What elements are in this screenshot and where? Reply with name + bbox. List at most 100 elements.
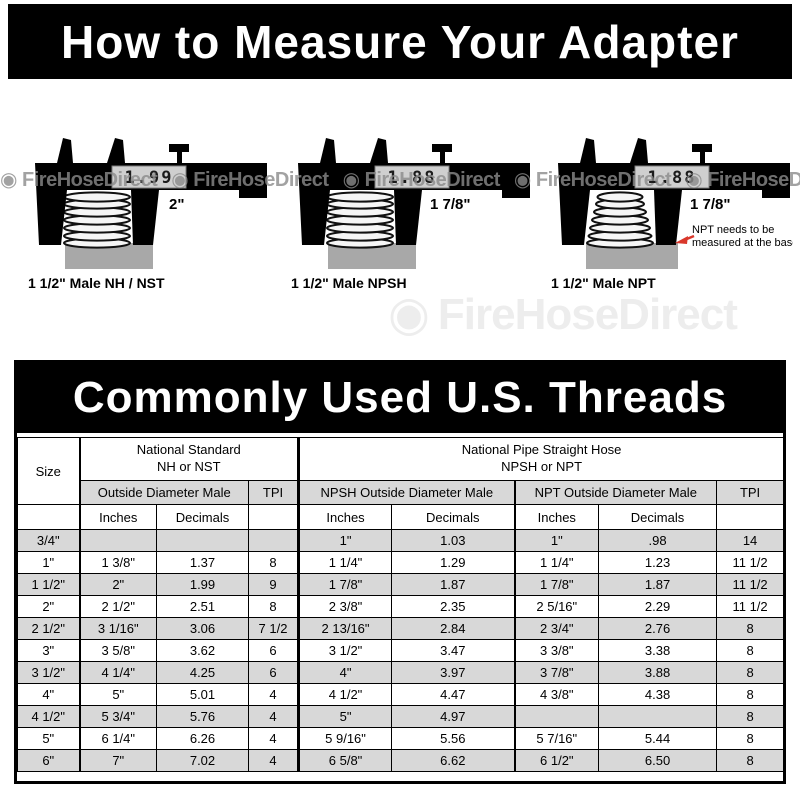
table-cell: 5 3/4" <box>79 705 157 728</box>
table-cell: 8 <box>716 727 785 750</box>
group2-line1: National Pipe Straight Hose <box>461 442 622 458</box>
diagram-npsh: 1.88 1 7/8" 1 1/2" Male NPSH <box>281 133 533 295</box>
table-cell <box>247 529 301 552</box>
table-row: 6" 7" 7.02 4 6 5/8" 6.62 6 1/2" 6.50 8 <box>17 749 785 772</box>
table-cell: 1.37 <box>156 551 249 574</box>
table-cell: 1" <box>17 551 81 574</box>
table-cell: 2 1/2" <box>17 617 81 640</box>
table-cell <box>598 705 718 728</box>
caliper-icon: 1.88 1 7/8" <box>281 133 533 269</box>
threads-table-body: 3/4" 1" 1.03 1" .98 14 1" 1 3/8" 1.37 8 1 1/4" 1.29… <box>17 529 785 772</box>
table-cell: 8 <box>716 639 785 662</box>
table-cell: 4.97 <box>391 705 516 728</box>
table-cell: 2" <box>79 573 157 596</box>
col-header-npt-od: NPT Outside Diameter Male <box>514 480 718 505</box>
table-cell: 4.25 <box>156 661 249 684</box>
col-header-decimals-npsh: Decimals <box>391 504 516 530</box>
table-cell: 1 1/4" <box>514 551 600 574</box>
group1-line1: National Standard <box>136 442 241 458</box>
table-cell: 1 1/2" <box>17 573 81 596</box>
table-cell: 4 1/2" <box>17 705 81 728</box>
col-header-npsh-od: NPSH Outside Diameter Male <box>298 480 516 505</box>
table-cell: 9 <box>247 573 301 596</box>
table-cell: 5.56 <box>391 727 516 750</box>
table-banner-title: Commonly Used U.S. Threads <box>72 373 728 422</box>
table-cell: 3 1/16" <box>79 617 157 640</box>
table-cell: 1 3/8" <box>79 551 157 574</box>
table-cell: 5" <box>298 705 393 728</box>
group2-line2: NPSH or NPT <box>501 459 583 474</box>
table-cell: 8 <box>716 617 785 640</box>
table-cell: 6 1/4" <box>79 727 157 750</box>
lcd-reading: 1.88 <box>388 168 437 188</box>
table-cell: 4" <box>17 683 81 706</box>
thread-profile-straight <box>63 191 131 249</box>
table-cell: 11 1/2 <box>716 551 785 574</box>
table-cell <box>79 529 157 552</box>
table-cell: 1" <box>514 529 600 552</box>
table-cell: 3 7/8" <box>514 661 600 684</box>
table-cell: 2.35 <box>391 595 516 618</box>
diagram-npt: 1.88 1 7/8" NPT needs to be measured at … <box>541 133 793 295</box>
diagram-caption: 1 1/2" Male NH / NST <box>28 275 165 291</box>
col-header-inches-nh: Inches <box>79 504 157 530</box>
table-cell: 14 <box>716 529 785 552</box>
table-cell: 3.47 <box>391 639 516 662</box>
table-cell: 4 1/2" <box>298 683 393 706</box>
table-cell: 6 5/8" <box>298 749 393 772</box>
table-row: 2" 2 1/2" 2.51 8 2 3/8" 2.35 2 5/16" 2.29 11 1/2 <box>17 595 785 618</box>
beam-measurement-label: 1 7/8" <box>690 196 730 213</box>
table-cell: 2 13/16" <box>298 617 393 640</box>
flame-icon: ◉ <box>388 288 430 341</box>
table-cell: 2 3/8" <box>298 595 393 618</box>
beam-measurement-label: 1 7/8" <box>430 196 470 213</box>
table-cell <box>156 529 249 552</box>
table-cell: 6 <box>247 661 301 684</box>
table-cell: 4 <box>247 727 301 750</box>
table-cell: 1.29 <box>391 551 516 574</box>
table-cell: 5.76 <box>156 705 249 728</box>
threads-table-block: Commonly Used U.S. Threads Size National… <box>14 360 786 784</box>
table-cell: 11 1/2 <box>716 573 785 596</box>
table-row: 1" 1 3/8" 1.37 8 1 1/4" 1.29 1 1/4" 1.23 11 1/2 <box>17 551 785 574</box>
col-header-decimals-npt: Decimals <box>598 504 718 530</box>
table-cell: 6.50 <box>598 749 718 772</box>
table-cell: 2.76 <box>598 617 718 640</box>
group1-line2: NH or NST <box>156 459 221 474</box>
caliper-icon: 1.88 1 7/8" NPT needs to be measured at … <box>541 133 793 269</box>
table-cell: 3 5/8" <box>79 639 157 662</box>
table-cell: 3.97 <box>391 661 516 684</box>
table-cell: 8 <box>716 705 785 728</box>
table-cell: 6 <box>247 639 301 662</box>
table-cell: 4 <box>247 749 301 772</box>
table-cell: 1 1/4" <box>298 551 393 574</box>
table-row: 5" 6 1/4" 6.26 4 5 9/16" 5.56 5 7/16" 5.44 8 <box>17 727 785 750</box>
table-cell: 3.38 <box>598 639 718 662</box>
watermark-logo: ◉ FireHoseDirect <box>388 288 738 341</box>
thread-profile-tapered <box>586 191 654 249</box>
beam-measurement-label: 2" <box>169 196 184 213</box>
table-cell: 2.29 <box>598 595 718 618</box>
col-group-national-standard: National Standard NH or NST <box>78 437 301 481</box>
table-cell: 2" <box>17 595 81 618</box>
table-cell: 2 5/16" <box>514 595 600 618</box>
col-group-national-pipe: National Pipe Straight Hose NPSH or NPT <box>298 437 785 481</box>
caliper-icon: 1.99 2" <box>18 133 270 269</box>
col-header-blank <box>716 504 785 530</box>
table-cell: 5 9/16" <box>298 727 393 750</box>
page-title: How to Measure Your Adapter <box>61 15 739 68</box>
table-cell: 2 3/4" <box>514 617 600 640</box>
table-cell: 4.38 <box>598 683 718 706</box>
table-cell: 4 <box>247 705 301 728</box>
col-header-inches-npt: Inches <box>514 504 600 530</box>
table-cell: 3/4" <box>17 529 81 552</box>
table-cell: 1 7/8" <box>514 573 600 596</box>
table-cell: 7.02 <box>156 749 249 772</box>
table-cell: 6.62 <box>391 749 516 772</box>
diagram-nh-nst: 1.99 2" 1 1/2" Male NH / NST <box>18 133 270 295</box>
table-cell: 6.26 <box>156 727 249 750</box>
col-header-decimals-nh: Decimals <box>156 504 249 530</box>
table-cell: 2 1/2" <box>79 595 157 618</box>
table-cell: 5.44 <box>598 727 718 750</box>
threads-table: Size National Standard NH or NST Nationa… <box>17 437 785 772</box>
